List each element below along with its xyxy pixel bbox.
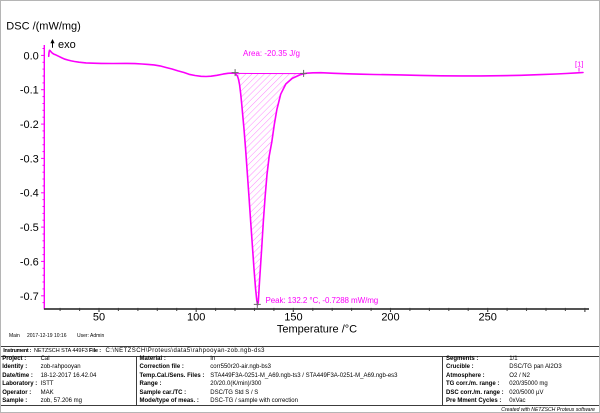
svg-text:-0.4: -0.4	[20, 188, 39, 200]
svg-text:200: 200	[381, 312, 399, 324]
svg-text:-0.2: -0.2	[20, 119, 39, 131]
svg-text:150: 150	[284, 312, 302, 324]
svg-text:DSC /(mW/mg): DSC /(mW/mg)	[6, 21, 81, 33]
svg-text:-0.3: -0.3	[20, 153, 39, 165]
svg-text:-0.6: -0.6	[20, 256, 39, 268]
svg-text:Area: -20.35 J/g: Area: -20.35 J/g	[243, 49, 300, 58]
svg-text:Temperature /°C: Temperature /°C	[277, 324, 357, 336]
svg-text:Peak: 132.2 °C, -0.7288 mW/mg: Peak: 132.2 °C, -0.7288 mW/mg	[266, 296, 379, 305]
svg-text:-0.1: -0.1	[20, 85, 39, 97]
svg-text:[1]: [1]	[575, 60, 583, 69]
svg-text:-0.5: -0.5	[20, 222, 39, 234]
svg-text:0.0: 0.0	[24, 50, 39, 62]
svg-text:100: 100	[187, 312, 205, 324]
svg-text:-0.7: -0.7	[20, 291, 39, 303]
svg-text:250: 250	[479, 312, 497, 324]
svg-text:exo: exo	[58, 39, 76, 51]
svg-text:50: 50	[93, 312, 105, 324]
